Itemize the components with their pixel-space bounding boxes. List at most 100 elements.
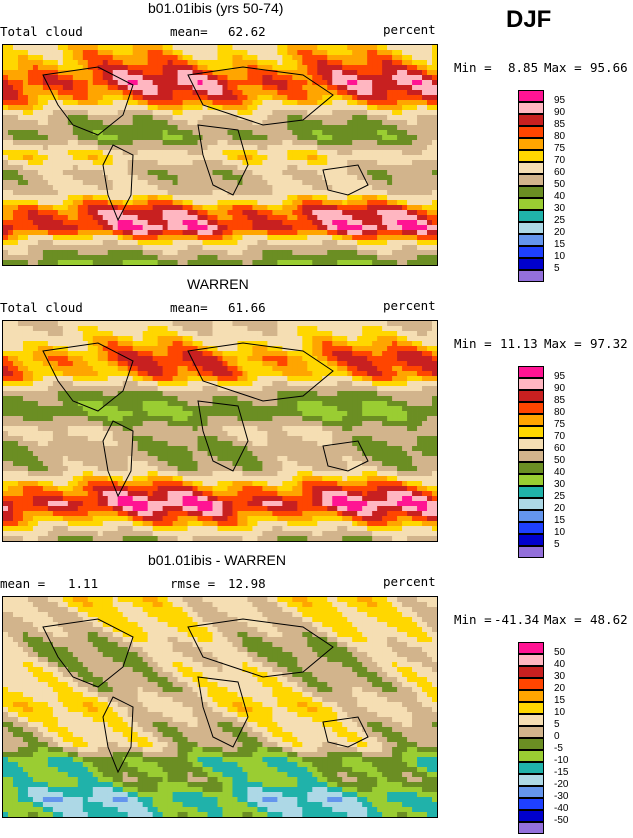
map-cell — [312, 195, 318, 201]
map-cell — [332, 60, 338, 66]
map-cell — [312, 245, 318, 251]
map-cell — [137, 65, 144, 71]
map-cell — [122, 75, 129, 81]
map-cell — [422, 361, 428, 367]
map-cell — [82, 85, 89, 91]
map-cell — [432, 190, 437, 196]
map-cell — [22, 235, 29, 241]
map-cell — [162, 215, 169, 221]
map-cell — [307, 240, 313, 246]
map-cell — [47, 235, 54, 241]
map-cell — [177, 260, 183, 265]
map-cell — [272, 361, 278, 367]
map-cell — [132, 65, 139, 71]
map-cell — [72, 50, 79, 56]
map-cell — [147, 260, 154, 265]
map-cell — [42, 125, 49, 131]
map-cell — [77, 205, 84, 211]
map-cell — [12, 240, 19, 246]
map-cell — [417, 165, 423, 171]
map-cell — [347, 140, 353, 146]
map-cell — [92, 321, 99, 327]
map-cell — [32, 220, 39, 226]
map-cell — [382, 115, 388, 121]
map-cell — [77, 195, 84, 201]
map-cell — [337, 45, 343, 51]
map-cell — [62, 50, 69, 56]
map-cell — [72, 235, 79, 241]
map-cell — [367, 140, 373, 146]
map-cell — [327, 195, 333, 201]
map-cell — [37, 100, 44, 106]
map-cell — [67, 195, 74, 201]
map-cell — [3, 220, 9, 226]
map-cell — [217, 165, 223, 171]
map-cell — [192, 155, 198, 161]
map-cell — [157, 45, 164, 51]
map-cell — [407, 245, 413, 251]
map-cell — [192, 190, 198, 196]
map-cell — [297, 341, 303, 347]
map-cell — [117, 361, 124, 367]
map-cell — [182, 50, 188, 56]
map-cell — [197, 140, 203, 146]
map-cell — [82, 331, 89, 337]
map-cell — [247, 125, 253, 131]
map-cell — [122, 376, 129, 382]
map-cell — [127, 356, 134, 362]
map-cell — [107, 381, 114, 387]
map-cell — [82, 90, 89, 96]
map-cell — [167, 341, 174, 347]
map-cell — [252, 366, 258, 372]
map-cell — [197, 260, 203, 265]
map-cell — [232, 326, 238, 332]
map-cell — [7, 205, 14, 211]
map-cell — [122, 336, 129, 342]
map-cell — [217, 135, 223, 141]
map-cell — [397, 50, 403, 56]
map-cell — [157, 200, 164, 206]
map-cell — [92, 361, 99, 367]
map-cell — [132, 160, 139, 166]
map-cell — [252, 245, 258, 251]
map-cell — [292, 85, 298, 91]
map-cell — [292, 195, 298, 201]
map-cell — [362, 230, 368, 236]
map-cell — [47, 250, 54, 256]
map-cell — [327, 165, 333, 171]
map-cell — [422, 65, 428, 71]
map-cell — [367, 155, 373, 161]
map-cell — [187, 346, 193, 352]
map-cell — [72, 240, 79, 246]
map-cell — [357, 105, 363, 111]
map-cell — [87, 95, 94, 101]
map-cell — [107, 120, 114, 126]
map-cell — [142, 200, 149, 206]
map-cell — [227, 200, 233, 206]
map-cell — [352, 110, 358, 116]
map-cell — [192, 120, 198, 126]
map-cell — [317, 381, 323, 387]
map-cell — [57, 115, 64, 121]
map-cell — [417, 371, 423, 377]
map-cell — [87, 125, 94, 131]
map-cell — [7, 45, 14, 51]
map-cell — [7, 195, 14, 201]
map-cell — [192, 115, 198, 121]
map-cell — [217, 170, 223, 176]
map-cell — [392, 80, 398, 86]
map-cell — [387, 376, 393, 382]
map-cell — [257, 95, 263, 101]
map-cell — [172, 326, 178, 332]
map-cell — [32, 250, 39, 256]
map-cell — [282, 225, 288, 231]
map-cell — [287, 235, 293, 241]
map-cell — [402, 235, 408, 241]
map-cell — [287, 155, 293, 161]
map-cell — [3, 95, 9, 101]
map-cell — [92, 205, 99, 211]
map-cell — [227, 65, 233, 71]
map-cell — [407, 190, 413, 196]
map-cell — [147, 336, 154, 342]
map-cell — [192, 245, 198, 251]
